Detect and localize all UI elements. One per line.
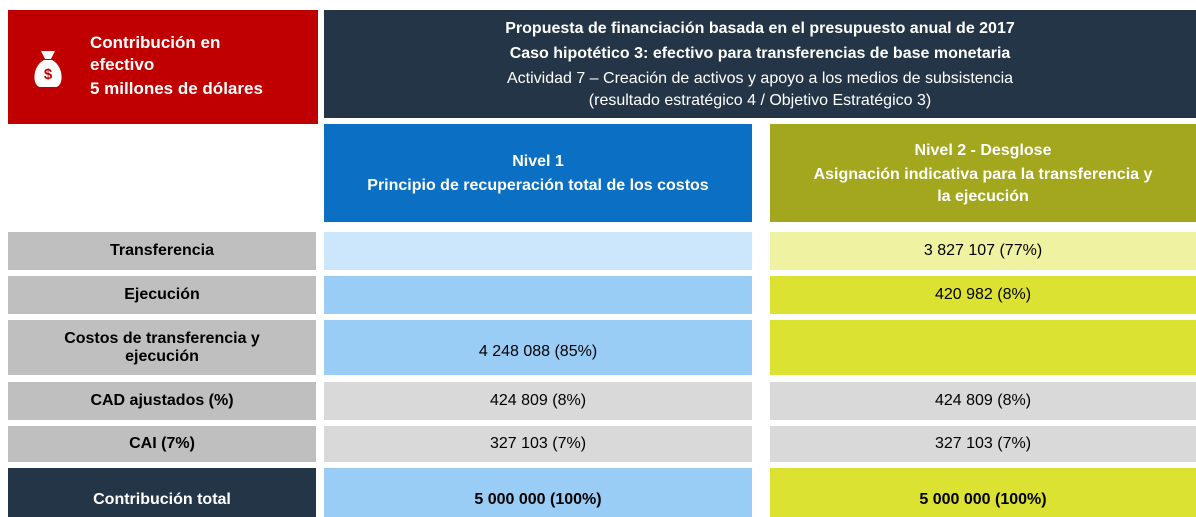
column-header: Nivel 1 Principio de recuperación total … — [324, 124, 752, 222]
table-cell: 424 809 (8%) — [770, 382, 1196, 420]
header-title: Propuesta de financiación basada en el p… — [505, 20, 1015, 37]
header: Propuesta de financiación basada en el p… — [324, 10, 1196, 118]
badge: Contribución en efectivo 5 millones de d… — [8, 10, 318, 124]
row-label: CAI (7%) — [8, 426, 316, 462]
table-cell: 5 000 000 (100%) — [770, 468, 1196, 517]
column-subtitle: Principio de recuperación total de los c… — [367, 177, 709, 194]
table-cell — [324, 232, 752, 270]
icon-symbol: $ — [44, 66, 53, 83]
badge-line: efectivo — [90, 55, 155, 74]
table-cell — [770, 320, 1196, 375]
table-cell: 327 103 (7%) — [770, 426, 1196, 462]
header-note: (resultado estratégico 4 / Objetivo Estr… — [588, 92, 932, 109]
badge-line: Contribución en — [90, 33, 221, 52]
row-label: Contribución total — [8, 468, 316, 517]
column-title: Nivel 2 - Desglose — [914, 142, 1052, 159]
row-label: Transferencia — [8, 232, 316, 270]
badge-line: 5 millones de dólares — [90, 79, 263, 98]
row-label: Ejecución — [8, 276, 316, 314]
row-label: Costos de transferencia y ejecución — [8, 320, 316, 375]
column-subtitle: Asignación indicativa para la transferen… — [813, 166, 1153, 205]
row-label: CAD ajustados (%) — [8, 382, 316, 420]
table-cell: 424 809 (8%) — [324, 382, 752, 420]
header-activity: Actividad 7 – Creación de activos y apoy… — [506, 70, 1014, 87]
table-cell — [324, 276, 752, 314]
table-cell: 5 000 000 (100%) — [324, 468, 752, 517]
table-cell: 3 827 107 (77%) — [770, 232, 1196, 270]
table-cell: 4 248 088 (85%) — [324, 320, 752, 375]
table-cell: 420 982 (8%) — [770, 276, 1196, 314]
header-subtitle: Caso hipotético 3: efectivo para transfe… — [509, 45, 1011, 62]
column-header: Nivel 2 - Desglose Asignación indicativa… — [770, 124, 1196, 222]
table-cell: 327 103 (7%) — [324, 426, 752, 462]
column-title: Nivel 1 — [512, 153, 564, 170]
money-bag-icon: $ — [34, 51, 62, 87]
